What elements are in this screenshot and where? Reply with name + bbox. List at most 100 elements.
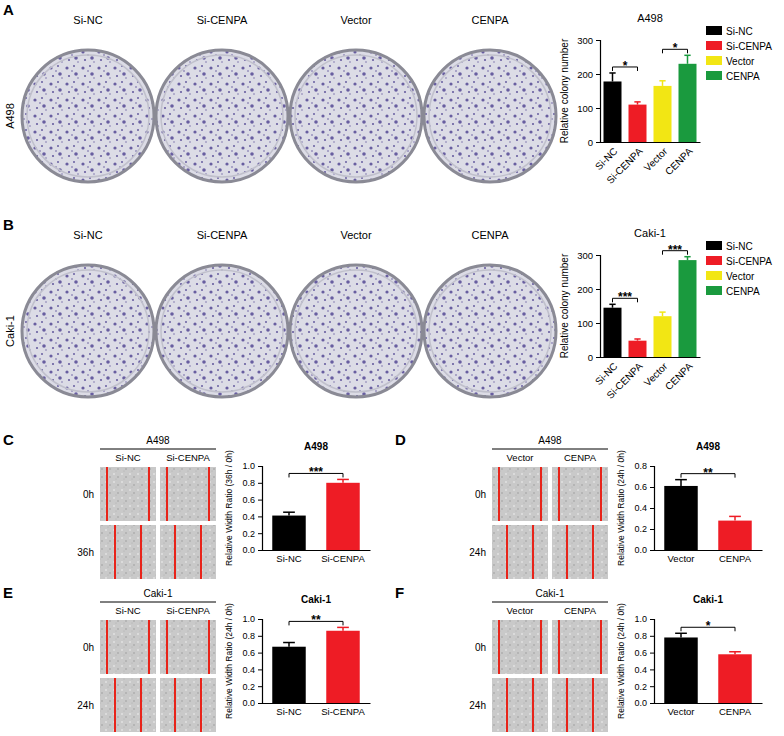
figure: AA498Si-NCSi-CENPAVectorCENPAA498Relativ… <box>0 0 784 736</box>
error-bar-cap <box>659 80 665 82</box>
image-row-label: 24h <box>77 700 94 711</box>
bar <box>664 637 697 703</box>
y-tick-label: 0.4 <box>634 665 647 675</box>
wound-edge-line <box>592 525 594 579</box>
legend-swatch <box>706 41 722 50</box>
image-column-label: Si-NC <box>115 605 140 616</box>
y-tick-mark <box>650 619 654 620</box>
wound-image <box>100 678 156 732</box>
wound-image <box>552 678 608 732</box>
x-axis-line <box>263 703 371 704</box>
wound-image <box>100 620 156 674</box>
legend-label: Vector <box>726 56 755 67</box>
y-tick: 0.2 <box>634 524 654 534</box>
x-axis-line <box>601 357 701 358</box>
y-tick-mark <box>650 487 654 488</box>
y-tick-label: 0.8 <box>634 461 647 471</box>
x-tick: CENPA <box>719 553 752 564</box>
image-column-label: Si-CENPA <box>197 229 248 241</box>
error-bar-cap <box>609 304 615 306</box>
x-axis: Si-NCSi-CENPAVectorCENPA <box>593 143 701 186</box>
y-tick: 300 <box>577 250 600 261</box>
wound-edge-line <box>498 620 500 674</box>
legend-swatch <box>706 26 722 35</box>
bar <box>326 483 359 550</box>
x-axis: VectorCENPA <box>655 704 763 717</box>
wound-image <box>492 620 548 674</box>
y-tick-mark <box>258 669 262 670</box>
image-column-label: CENPA <box>564 605 597 616</box>
image-row-label: A498 <box>4 103 16 129</box>
y-tick-label: 100 <box>577 318 593 329</box>
y-tick: 1.0 <box>242 614 262 624</box>
error-bar <box>684 55 690 64</box>
bar <box>604 308 622 357</box>
y-tick-label: 0.4 <box>242 512 255 522</box>
y-tick-label: 0.2 <box>634 524 647 534</box>
legend-label: CENPA <box>726 286 760 297</box>
panel-letter: C <box>3 431 14 448</box>
plot-area <box>664 633 751 703</box>
error-bar-cap <box>283 511 295 513</box>
y-tick-mark <box>596 323 600 324</box>
plate-rim <box>295 270 417 392</box>
y-tick-label: 1.0 <box>242 614 255 624</box>
chart-title: A498 <box>637 12 663 24</box>
plate-rim <box>429 55 551 177</box>
panel-letter: D <box>395 431 406 448</box>
significance-label: *** <box>309 465 323 479</box>
y-axis: 0.00.20.40.60.81.0 <box>242 614 262 708</box>
error-bar-cap <box>675 479 687 481</box>
y-tick-mark <box>650 529 654 530</box>
error-bar <box>729 516 741 520</box>
y-tick-label: 200 <box>577 69 593 80</box>
plate-rim <box>429 270 551 392</box>
y-tick: 0.6 <box>242 648 262 658</box>
y-tick: 0.4 <box>242 512 262 522</box>
image-column-label: Si-NC <box>73 229 102 241</box>
y-tick-label: 0.6 <box>242 495 255 505</box>
y-tick: 0.4 <box>634 665 654 675</box>
wound-edge-line <box>506 678 508 732</box>
wound-edge-line <box>148 467 150 521</box>
wound-image <box>100 467 156 521</box>
y-tick: 0.4 <box>242 665 262 675</box>
wound-edge-line <box>592 678 594 732</box>
y-tick-mark <box>596 255 600 256</box>
error-bar <box>337 627 349 630</box>
bar <box>654 86 672 142</box>
wound-edge-line <box>140 678 142 732</box>
image-row-label: 36h <box>77 547 94 558</box>
image-column-label: CENPA <box>471 14 509 26</box>
error-bar <box>283 512 295 515</box>
y-tick-mark <box>258 703 262 704</box>
y-tick: 1.0 <box>634 614 654 624</box>
image-title: A498 <box>146 435 170 446</box>
image-title-rule <box>492 602 608 603</box>
y-axis-title: Relative Width Ratio (24h / 0h) <box>224 603 234 719</box>
y-tick-mark <box>650 466 654 467</box>
error-bar <box>659 81 665 86</box>
y-tick-label: 300 <box>577 250 593 261</box>
wound-image <box>552 525 608 579</box>
panel: ECaki-1Si-NCSi-CENPA0h24hCaki-1Relative … <box>3 584 371 732</box>
y-tick-mark <box>650 636 654 637</box>
y-tick: 0.0 <box>242 545 262 555</box>
error-bar <box>337 479 349 482</box>
y-tick-label: 300 <box>577 35 593 46</box>
wound-image <box>160 678 216 732</box>
x-tick: CENPA <box>663 360 695 392</box>
legend-swatch <box>706 256 722 265</box>
panel: FCaki-1VectorCENPA0h24hCaki-1Relative Wi… <box>395 584 763 732</box>
panel: CA498Si-NCSi-CENPA0h36hA498Relative Widt… <box>3 431 371 579</box>
x-tick-label: Si-CENPA <box>604 360 644 400</box>
y-tick-mark <box>258 533 262 534</box>
y-tick: 0.8 <box>242 631 262 641</box>
error-bar-cap <box>675 633 687 635</box>
y-tick-label: 0.0 <box>242 698 255 708</box>
y-axis-line <box>596 256 601 358</box>
y-tick-label: 0 <box>588 137 593 148</box>
y-tick-mark <box>258 653 262 654</box>
bar <box>654 316 672 357</box>
bar <box>629 341 647 357</box>
